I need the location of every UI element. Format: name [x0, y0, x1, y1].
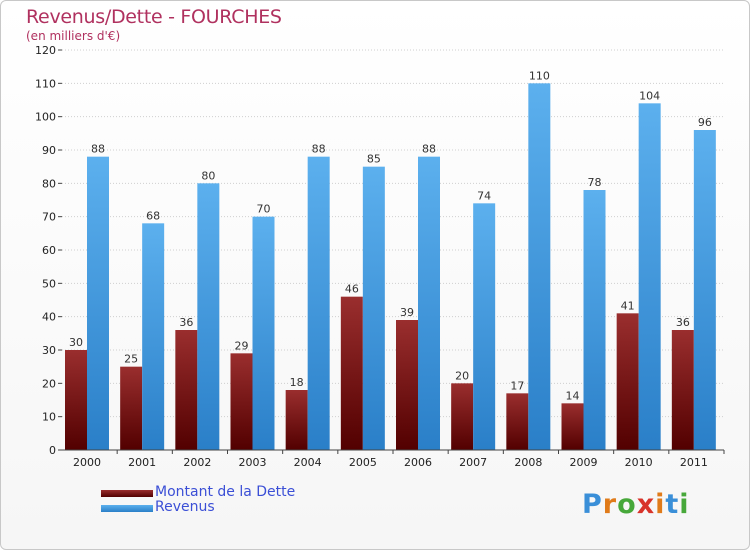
bar-label-dette: 41 — [621, 299, 635, 312]
legend-swatch-dette — [101, 490, 153, 497]
bar-revenus — [362, 166, 385, 450]
bar-dette — [616, 313, 639, 450]
y-tick-label: 30 — [42, 344, 56, 357]
bar-dette — [671, 330, 694, 450]
bar-label-dette: 20 — [455, 369, 469, 382]
bar-dette — [340, 296, 363, 450]
logo-letter: i — [655, 489, 666, 520]
bar-label-revenus: 88 — [91, 143, 105, 156]
bar-revenus — [142, 223, 165, 450]
y-tick-label: 90 — [42, 144, 56, 157]
bar-dette — [561, 403, 584, 450]
bar-label-revenus: 68 — [146, 209, 160, 222]
bar-label-revenus: 104 — [639, 89, 660, 102]
bar-revenus — [418, 156, 440, 450]
bar-label-dette: 46 — [345, 283, 359, 296]
bar-revenus — [473, 203, 496, 450]
bar-revenus — [307, 156, 330, 450]
bar-label-dette: 14 — [566, 389, 580, 402]
bar-label-revenus: 110 — [529, 69, 550, 82]
logo-letter: i — [679, 489, 690, 520]
logo-letter: x — [636, 489, 656, 520]
logo-letter: t — [665, 489, 680, 520]
y-tick-label: 80 — [42, 177, 56, 190]
y-tick-label: 10 — [42, 411, 56, 424]
y-tick-label: 0 — [49, 444, 56, 457]
y-tick-label: 100 — [35, 111, 56, 124]
y-tick-label: 70 — [42, 211, 56, 224]
x-tick-label: 2008 — [514, 456, 542, 469]
grid-lines — [62, 49, 724, 451]
bar-dette — [120, 366, 143, 450]
bar-label-revenus: 88 — [422, 143, 436, 156]
bar-label-dette: 25 — [124, 353, 138, 366]
logo-letter: o — [617, 489, 637, 520]
x-tick-label: 2006 — [404, 456, 432, 469]
bar-label-dette: 36 — [676, 316, 690, 329]
bar-dette — [451, 383, 474, 450]
x-tick-label: 2005 — [349, 456, 377, 469]
chart-title: Revenus/Dette - FOURCHES — [26, 6, 282, 28]
bar-label-revenus: 74 — [477, 189, 491, 202]
y-tick-label: 110 — [35, 77, 56, 90]
bar-label-revenus: 70 — [257, 203, 271, 216]
x-tick-label: 2002 — [183, 456, 211, 469]
bar-dette — [396, 320, 418, 450]
x-axis-ticks: 2000 2001 2002 2003 2004 2005 2006 2007 2008 2009… — [73, 450, 725, 469]
bar-label-revenus: 78 — [588, 176, 602, 189]
chart-subtitle: (en milliers d'€) — [26, 29, 121, 43]
x-tick-label: 2007 — [459, 456, 487, 469]
bar-label-revenus: 80 — [201, 169, 215, 182]
y-tick-label: 40 — [42, 311, 56, 324]
x-tick-label: 2004 — [294, 456, 322, 469]
bar-dette — [175, 330, 198, 450]
logo-letter: r — [602, 489, 618, 520]
bar-label-revenus: 96 — [698, 116, 712, 129]
y-tick-label: 20 — [42, 377, 56, 390]
bars-group: 30 88 25 68 36 80 29 70 18 88 46 85 39 88 20 74 17 110 14 7… — [65, 69, 716, 451]
x-tick-label: 2010 — [625, 456, 653, 469]
legend-swatch-revenus — [101, 505, 153, 512]
x-tick-label: 2011 — [680, 456, 708, 469]
bar-label-dette: 39 — [400, 306, 414, 319]
x-tick-label: 2000 — [73, 456, 101, 469]
x-tick-label: 2001 — [128, 456, 156, 469]
legend-label-dette: Montant de la Dette — [155, 484, 296, 500]
logo-letter: P — [582, 489, 603, 520]
bar-label-dette: 36 — [179, 316, 193, 329]
y-tick-label: 60 — [42, 244, 56, 257]
bar-revenus — [693, 130, 716, 450]
bar-revenus — [528, 83, 551, 450]
bar-dette — [285, 390, 308, 450]
bar-revenus — [87, 156, 109, 450]
bar-label-dette: 17 — [510, 379, 524, 392]
y-tick-label: 120 — [35, 44, 56, 57]
bar-revenus — [583, 190, 606, 450]
proxiti-logo: Proxiti — [582, 489, 690, 520]
x-tick-label: 2003 — [239, 456, 267, 469]
legend-label-revenus: Revenus — [155, 499, 215, 515]
bar-label-revenus: 85 — [367, 153, 381, 166]
bar-label-dette: 18 — [290, 376, 304, 389]
bar-dette — [230, 353, 253, 450]
bar-label-revenus: 88 — [312, 143, 326, 156]
bar-label-dette: 29 — [235, 339, 249, 352]
bar-dette — [65, 350, 87, 450]
y-tick-label: 50 — [42, 277, 56, 290]
x-tick-label: 2009 — [570, 456, 598, 469]
y-axis-ticks: 0 10 20 30 40 50 60 70 80 90 100 110 120 — [35, 44, 62, 457]
bar-revenus — [197, 183, 220, 451]
bar-label-dette: 30 — [69, 336, 83, 349]
bar-revenus — [252, 216, 275, 450]
bar-dette — [506, 393, 529, 450]
bar-revenus — [638, 103, 661, 450]
